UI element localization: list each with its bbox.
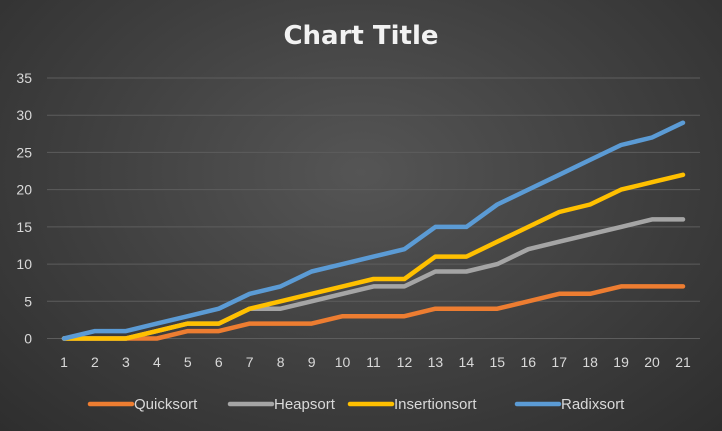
x-tick-label: 14 <box>459 354 475 370</box>
legend-item-heapsort: Heapsort <box>227 396 336 413</box>
y-tick-label: 25 <box>16 144 32 160</box>
x-tick-label: 4 <box>153 354 161 370</box>
y-tick-label: 10 <box>16 256 32 272</box>
series-lines <box>61 120 686 341</box>
legend-item-quicksort: Quicksort <box>87 396 198 413</box>
legend-label: Radixsort <box>561 396 625 413</box>
series-line-radixsort <box>61 120 686 341</box>
x-tick-label: 21 <box>675 354 691 370</box>
x-tick-label: 13 <box>428 354 444 370</box>
y-tick-label: 35 <box>16 70 32 86</box>
gridlines <box>47 77 700 339</box>
x-tick-label: 11 <box>366 354 381 370</box>
x-tick-label: 1 <box>60 354 68 370</box>
legend-item-radixsort: Radixsort <box>514 396 625 413</box>
y-tick-label: 15 <box>16 219 32 235</box>
x-tick-label: 9 <box>308 354 316 370</box>
series-line-quicksort <box>61 284 686 341</box>
x-tick-label: 12 <box>397 354 413 370</box>
x-tick-label: 19 <box>613 354 629 370</box>
legend-label: Insertionsort <box>394 396 477 413</box>
x-tick-label: 2 <box>91 354 99 370</box>
legend: Quicksort Heapsort Insertionsort Radixsort <box>87 396 625 413</box>
legend-label: Heapsort <box>274 396 336 413</box>
x-tick-label: 17 <box>551 354 567 370</box>
x-tick-label: 3 <box>122 354 130 370</box>
legend-item-insertionsort: Insertionsort <box>347 396 477 413</box>
y-tick-label: 20 <box>16 182 32 198</box>
x-tick-label: 10 <box>335 354 351 370</box>
y-tick-label: 5 <box>24 293 32 309</box>
chart-title: Chart Title <box>283 21 438 51</box>
x-tick-label: 5 <box>184 354 192 370</box>
x-tick-label: 16 <box>520 354 536 370</box>
x-tick-label: 20 <box>644 354 660 370</box>
x-tick-label: 18 <box>582 354 598 370</box>
x-axis-ticks: 1 2 3 4 5 6 7 8 9 10 11 12 13 14 15 16 17 18 19 20 21 <box>60 354 691 370</box>
y-axis-ticks: 0 5 10 15 20 25 30 35 <box>16 70 32 347</box>
x-tick-label: 7 <box>246 354 254 370</box>
y-tick-label: 30 <box>16 107 32 123</box>
series-line-insertionsort <box>61 172 686 341</box>
x-tick-label: 6 <box>215 354 223 370</box>
legend-label: Quicksort <box>134 396 198 413</box>
x-tick-label: 15 <box>490 354 506 370</box>
y-tick-label: 0 <box>24 331 32 347</box>
x-tick-label: 8 <box>277 354 285 370</box>
